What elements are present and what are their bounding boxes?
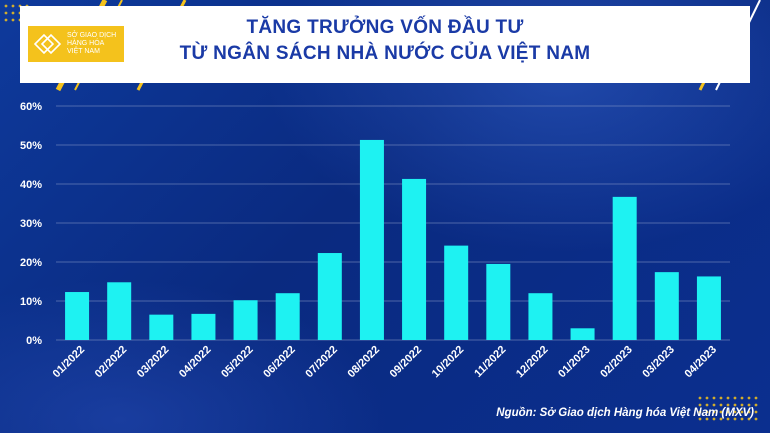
bar xyxy=(107,282,132,340)
chart-title-line-1: TĂNG TRƯỞNG VỐN ĐẦU TƯ xyxy=(246,17,524,38)
bar xyxy=(149,314,174,340)
x-tick-label: 10/2022 xyxy=(430,344,467,381)
logo-text: SỞ GIAO DỊCH HÀNG HÓA VIỆT NAM xyxy=(67,32,116,56)
logo-line-2: HÀNG HÓA xyxy=(67,40,105,47)
x-tick-label: 02/2023 xyxy=(598,344,635,381)
y-tick-label: 50% xyxy=(20,140,42,152)
bar xyxy=(696,276,721,340)
y-tick-label: 30% xyxy=(20,218,42,230)
x-tick-label: 01/2022 xyxy=(51,344,88,381)
x-tick-label: 04/2023 xyxy=(682,344,719,381)
x-tick-label: 05/2022 xyxy=(219,344,256,381)
x-tick-label: 03/2022 xyxy=(135,344,172,381)
x-tick-label: 07/2022 xyxy=(303,344,340,381)
source-note: Nguồn: Sở Giao dịch Hàng hóa Việt Nam (M… xyxy=(496,407,754,419)
bar xyxy=(233,300,258,340)
x-tick-label: 04/2022 xyxy=(177,344,214,381)
chart-title-line-2: TỪ NGÂN SÁCH NHÀ NƯỚC CỦA VIỆT NAM xyxy=(179,43,591,64)
bar xyxy=(317,253,342,340)
y-tick-label: 40% xyxy=(20,179,42,191)
logo-line-1: SỞ GIAO DỊCH xyxy=(67,32,117,39)
bar xyxy=(444,245,469,340)
x-tick-label: 12/2022 xyxy=(514,344,551,381)
bar xyxy=(275,293,300,340)
bar xyxy=(359,139,384,340)
bar xyxy=(191,313,216,340)
mxv-logo: SỞ GIAO DỊCH HÀNG HÓA VIỆT NAM xyxy=(28,26,124,62)
bar xyxy=(486,263,511,340)
x-tick-label: 06/2022 xyxy=(261,344,298,381)
y-tick-label: 60% xyxy=(20,101,42,113)
bar xyxy=(402,178,427,340)
bar xyxy=(612,196,637,340)
x-tick-label: 08/2022 xyxy=(345,344,382,381)
title-banner xyxy=(20,6,750,83)
bar xyxy=(570,328,595,340)
y-tick-label: 0% xyxy=(26,335,42,347)
x-tick-label: 02/2022 xyxy=(93,344,130,381)
logo-line-3: VIỆT NAM xyxy=(67,48,100,55)
x-tick-label: 03/2023 xyxy=(640,344,677,381)
x-tick-label: 11/2022 xyxy=(472,344,508,380)
bar xyxy=(654,272,679,340)
x-tick-label: 01/2023 xyxy=(556,344,593,381)
y-tick-label: 20% xyxy=(20,257,42,269)
y-tick-label: 10% xyxy=(20,296,42,308)
mxv-logo-icon xyxy=(33,33,62,55)
x-tick-label: 09/2022 xyxy=(388,344,425,381)
bar xyxy=(528,293,553,340)
bar xyxy=(65,292,90,340)
